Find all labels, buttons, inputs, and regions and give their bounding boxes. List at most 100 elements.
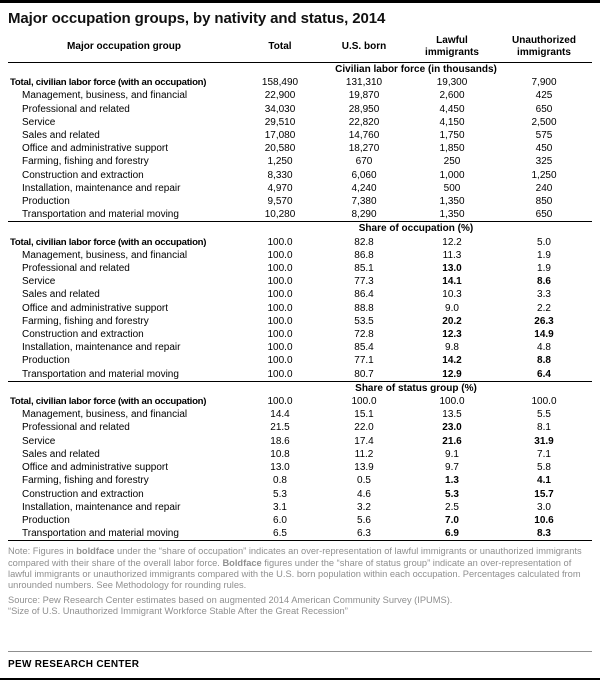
cell-unauthorized-immigrants: 575 <box>535 130 553 142</box>
section-header-spacer <box>8 221 240 236</box>
cell-lawful-immigrants: 1,350 <box>439 209 465 221</box>
cell-total: 3.1 <box>273 501 287 513</box>
cell-us-born: 6.3 <box>357 528 371 540</box>
cell-us-born: 8,290 <box>351 209 377 221</box>
cell-total: 100.0 <box>267 263 293 275</box>
cell-total: 10.8 <box>270 448 290 460</box>
row-label: Production <box>22 196 70 208</box>
note-bold-segment: boldface <box>76 546 115 557</box>
row-label: Transportation and material moving <box>22 528 179 540</box>
row-label: Farming, fishing and forestry <box>22 315 149 327</box>
table-row: Installation, maintenance and repair 100.… <box>8 341 592 354</box>
cell-lawful-immigrants: 21.6 <box>442 435 462 447</box>
row-label: Installation, maintenance and repair <box>22 182 181 194</box>
cell-total: 14.4 <box>270 409 290 421</box>
cell-us-born: 670 <box>355 156 373 168</box>
table-row: Production 100.0 77.1 14.2 8.8 <box>8 354 592 367</box>
section-header-spacer <box>8 63 240 77</box>
cell-us-born: 85.1 <box>354 263 374 275</box>
row-label: Farming, fishing and forestry <box>22 156 149 168</box>
cell-total: 100.0 <box>267 249 293 261</box>
column-header-unauthorized-immigrants: Unauthorized immigrants <box>496 34 592 63</box>
cell-total: 17,080 <box>264 130 296 142</box>
cell-lawful-immigrants: 12.2 <box>442 236 462 248</box>
cell-lawful-immigrants: 6.9 <box>445 528 459 540</box>
table-row: Production 6.0 5.6 7.0 10.6 <box>8 514 592 527</box>
cell-total: 158,490 <box>261 77 299 89</box>
table-row: Professional and related 21.5 22.0 23.0 8.1 <box>8 421 592 434</box>
cell-us-born: 5.6 <box>357 514 371 526</box>
table-row: Production 9,570 7,380 1,350 850 <box>8 195 592 208</box>
note-text: Note: Figures in boldface under the “sha… <box>8 541 592 591</box>
cell-unauthorized-immigrants: 850 <box>535 196 553 208</box>
cell-lawful-immigrants: 1,350 <box>439 196 465 208</box>
cell-lawful-immigrants: 20.2 <box>442 315 462 327</box>
cell-lawful-immigrants: 13.5 <box>442 409 462 421</box>
table-row: Total, civilian labor force (with an occ… <box>8 236 592 249</box>
row-label: Professional and related <box>22 263 130 275</box>
table-row: Professional and related 34,030 28,950 4,45… <box>8 103 592 116</box>
cell-unauthorized-immigrants: 1,250 <box>531 169 557 181</box>
column-header-lawful-immigrants: Lawful immigrants <box>408 34 496 63</box>
section-header-row: Share of occupation (%) <box>8 221 592 236</box>
cell-total: 100.0 <box>267 396 293 408</box>
cell-unauthorized-immigrants: 8.6 <box>537 276 551 288</box>
row-label: Professional and related <box>22 422 130 434</box>
cell-us-born: 22,820 <box>348 116 380 128</box>
cell-unauthorized-immigrants: 1.9 <box>537 249 551 261</box>
cell-unauthorized-immigrants: 1.9 <box>537 263 551 275</box>
row-label: Transportation and material moving <box>22 209 179 221</box>
cell-lawful-immigrants: 1,750 <box>439 130 465 142</box>
row-label: Total, civilian labor force (with an occ… <box>10 236 207 248</box>
cell-us-born: 14,760 <box>348 130 380 142</box>
occupation-table: Major occupation group Total U.S. born L… <box>8 34 592 542</box>
table-row: Service 100.0 77.3 14.1 8.6 <box>8 275 592 288</box>
row-label: Office and administrative support <box>22 462 169 474</box>
cell-unauthorized-immigrants: 450 <box>535 143 553 155</box>
table-row: Total, civilian labor force (with an occ… <box>8 76 592 89</box>
section-title: Share of status group (%) <box>240 380 592 396</box>
cell-unauthorized-immigrants: 14.9 <box>534 329 554 341</box>
table-row: Management, business, and financial 14.4 1… <box>8 408 592 421</box>
row-label: Office and administrative support <box>22 302 169 314</box>
cell-total: 22,900 <box>264 90 296 102</box>
cell-total: 20,580 <box>264 143 296 155</box>
cell-lawful-immigrants: 2,600 <box>439 90 465 102</box>
cell-us-born: 11.2 <box>354 448 374 460</box>
cell-lawful-immigrants: 9.0 <box>445 302 459 314</box>
cell-lawful-immigrants: 19,300 <box>436 77 468 89</box>
cell-total: 8,330 <box>267 169 293 181</box>
cell-unauthorized-immigrants: 8.1 <box>537 422 551 434</box>
table-row: Sales and related 10.8 11.2 9.1 7.1 <box>8 448 592 461</box>
row-label: Professional and related <box>22 103 130 115</box>
cell-us-born: 22.0 <box>354 422 374 434</box>
cell-unauthorized-immigrants: 5.8 <box>537 462 551 474</box>
cell-us-born: 80.7 <box>354 368 374 380</box>
cell-total: 29,510 <box>264 116 296 128</box>
cell-unauthorized-immigrants: 100.0 <box>531 396 557 408</box>
row-label: Installation, maintenance and repair <box>22 501 181 513</box>
cell-us-born: 77.1 <box>354 355 374 367</box>
column-header-us-born: U.S. born <box>320 34 408 63</box>
cell-total: 6.0 <box>273 514 287 526</box>
cell-lawful-immigrants: 1,850 <box>439 143 465 155</box>
footer-divider <box>8 651 592 652</box>
table-row: Farming, fishing and forestry 100.0 53.5 20… <box>8 315 592 328</box>
table-row: Transportation and material moving 6.5 6.3… <box>8 527 592 541</box>
row-label: Service <box>22 276 56 288</box>
cell-us-born: 131,310 <box>345 77 383 89</box>
cell-us-born: 77.3 <box>354 276 374 288</box>
cell-unauthorized-immigrants: 2.2 <box>537 302 551 314</box>
cell-us-born: 86.8 <box>354 249 374 261</box>
cell-total: 0.8 <box>273 475 287 487</box>
source-text: Source: Pew Research Center estimates ba… <box>8 594 453 605</box>
table-row: Sales and related 17,080 14,760 1,750 575 <box>8 129 592 142</box>
row-label: Production <box>22 514 70 526</box>
cell-total: 100.0 <box>267 236 293 248</box>
cell-us-born: 4.6 <box>357 488 371 500</box>
cell-total: 100.0 <box>267 368 293 380</box>
cell-lawful-immigrants: 13.0 <box>442 263 462 275</box>
cell-us-born: 0.5 <box>357 475 371 487</box>
cell-unauthorized-immigrants: 10.6 <box>534 514 554 526</box>
